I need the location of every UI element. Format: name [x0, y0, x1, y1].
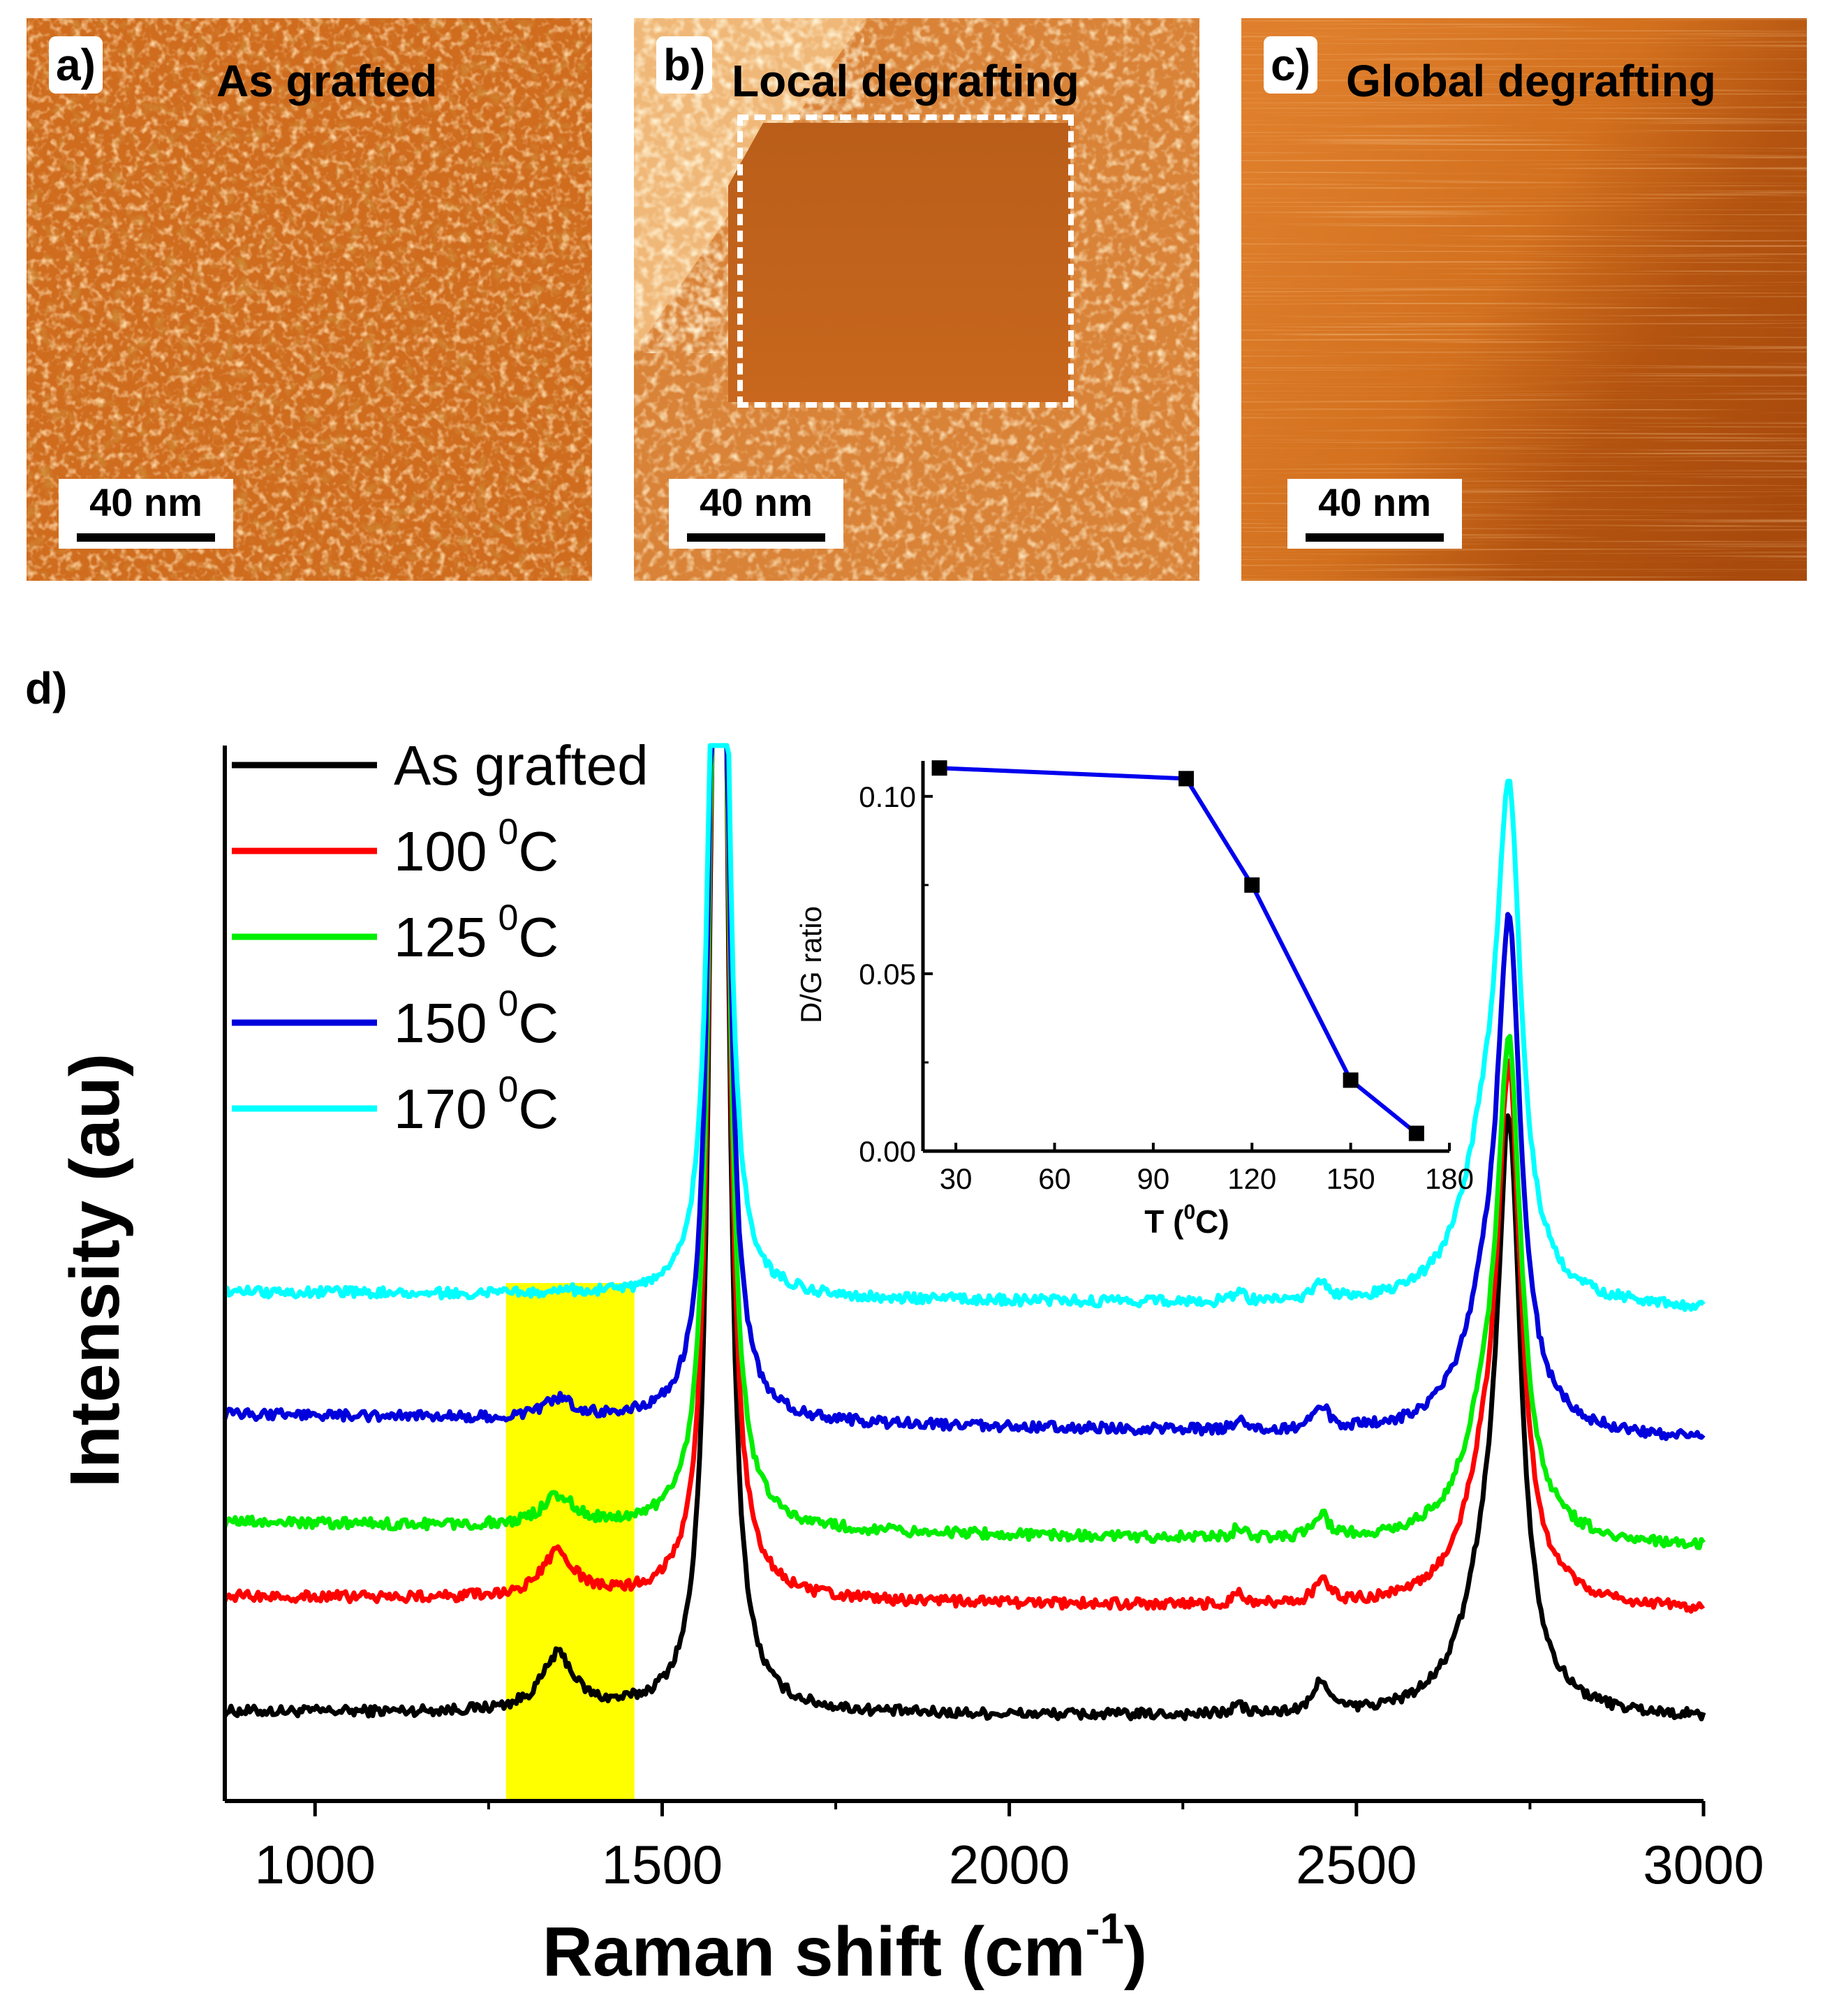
afm-image-c — [1241, 18, 1807, 581]
x-tick-label: 1500 — [602, 1834, 723, 1895]
scale-bar-a: 40 nm — [59, 479, 233, 549]
raman-series-group — [222, 743, 1706, 1721]
inset-chart: 30 60 90 120 150 180 0.00 0.05 0.10 T (0C) D/G r… — [795, 756, 1474, 1240]
series-line-1 — [222, 743, 1706, 1614]
x-tick-label: 3000 — [1643, 1834, 1764, 1895]
x-axis-label-text: Raman shift (cm — [542, 1913, 1086, 1991]
d-band-highlight — [505, 1283, 635, 1801]
legend-label: 125 0C — [394, 898, 559, 968]
inset-point — [931, 760, 947, 776]
inset-x-tick-label: 90 — [1137, 1162, 1170, 1195]
scale-bar-label-a: 40 nm — [89, 480, 202, 524]
inset-x-tick-label: 180 — [1425, 1162, 1474, 1195]
inset-point — [1408, 1125, 1424, 1141]
afm-image-a — [27, 18, 592, 581]
inset-y-tick-label: 0.10 — [859, 780, 916, 813]
inset-x-tick-label: 120 — [1227, 1162, 1276, 1195]
afm-panel-a: a) As grafted 40 nm — [27, 18, 592, 581]
series-line-2 — [222, 743, 1706, 1550]
inset-x-label: T (0C) — [1144, 1201, 1229, 1240]
inset-x-tick-label: 150 — [1327, 1162, 1375, 1195]
inset-ticks: 30 60 90 120 150 180 0.00 0.05 0.10 — [859, 780, 1474, 1195]
y-axis-label: Intensity (au) — [56, 1053, 134, 1488]
x-axis-label: Raman shift (cm-1) — [542, 1905, 1147, 1991]
inset-x-tick-label: 60 — [1038, 1162, 1071, 1195]
panel-title-c: Global degrafting — [1346, 56, 1716, 106]
legend-label: 170 0C — [394, 1069, 559, 1140]
series-line-0 — [223, 743, 1706, 1721]
series-line-4 — [222, 743, 1706, 1312]
degrafted-region-box — [737, 114, 1074, 408]
panel-label-a: a) — [49, 36, 103, 94]
scale-bar-label-c: 40 nm — [1318, 480, 1431, 524]
panel-title-b: Local degrafting — [732, 56, 1079, 106]
inset-y-tick-label: 0.05 — [859, 958, 916, 991]
scale-bar-b: 40 nm — [669, 479, 843, 549]
inset-background — [923, 756, 1452, 1151]
scale-bar-label-b: 40 nm — [700, 480, 813, 524]
inset-point — [1343, 1072, 1359, 1088]
scale-bar-line-b — [687, 533, 825, 542]
afm-panel-c: c) Global degrafting 40 nm — [1241, 18, 1807, 581]
inset-series-group — [931, 760, 1424, 1141]
legend: As grafted 100 0C 125 0C 150 0C 170 0C — [232, 734, 649, 1140]
x-ticks: 1000 1500 2000 2500 3000 — [255, 1801, 1764, 1895]
panel-title-a: As grafted — [216, 56, 438, 106]
inset-y-tick-label: 0.00 — [859, 1135, 916, 1168]
panel-label-c: c) — [1264, 36, 1317, 94]
scale-bar-line-a — [77, 533, 215, 542]
scale-bar-line-c — [1306, 533, 1444, 542]
x-tick-label: 2500 — [1296, 1834, 1417, 1895]
x-tick-label: 1000 — [255, 1834, 376, 1895]
scale-bar-c: 40 nm — [1287, 479, 1462, 549]
inset-x-label-close: C) — [1195, 1203, 1229, 1240]
inset-y-label: D/G ratio — [795, 906, 827, 1023]
inset-x-label-text: T ( — [1144, 1203, 1184, 1240]
legend-label: As grafted — [394, 734, 649, 796]
legend-label: 100 0C — [394, 812, 559, 882]
legend-label: 150 0C — [394, 984, 559, 1054]
panel-label-d: d) — [25, 663, 67, 713]
inset-point — [1179, 771, 1194, 787]
afm-panel-b: b) Local degrafting 40 nm — [634, 18, 1199, 581]
inset-point — [1244, 877, 1260, 893]
x-axis-label-close: ) — [1124, 1913, 1147, 1991]
panel-label-b: b) — [656, 36, 713, 94]
x-axis-label-sup: -1 — [1086, 1905, 1124, 1953]
x-tick-label: 2000 — [949, 1834, 1070, 1895]
inset-x-tick-label: 30 — [940, 1162, 973, 1195]
inset-x-label-sup: 0 — [1183, 1201, 1195, 1224]
series-line-3 — [222, 743, 1706, 1441]
